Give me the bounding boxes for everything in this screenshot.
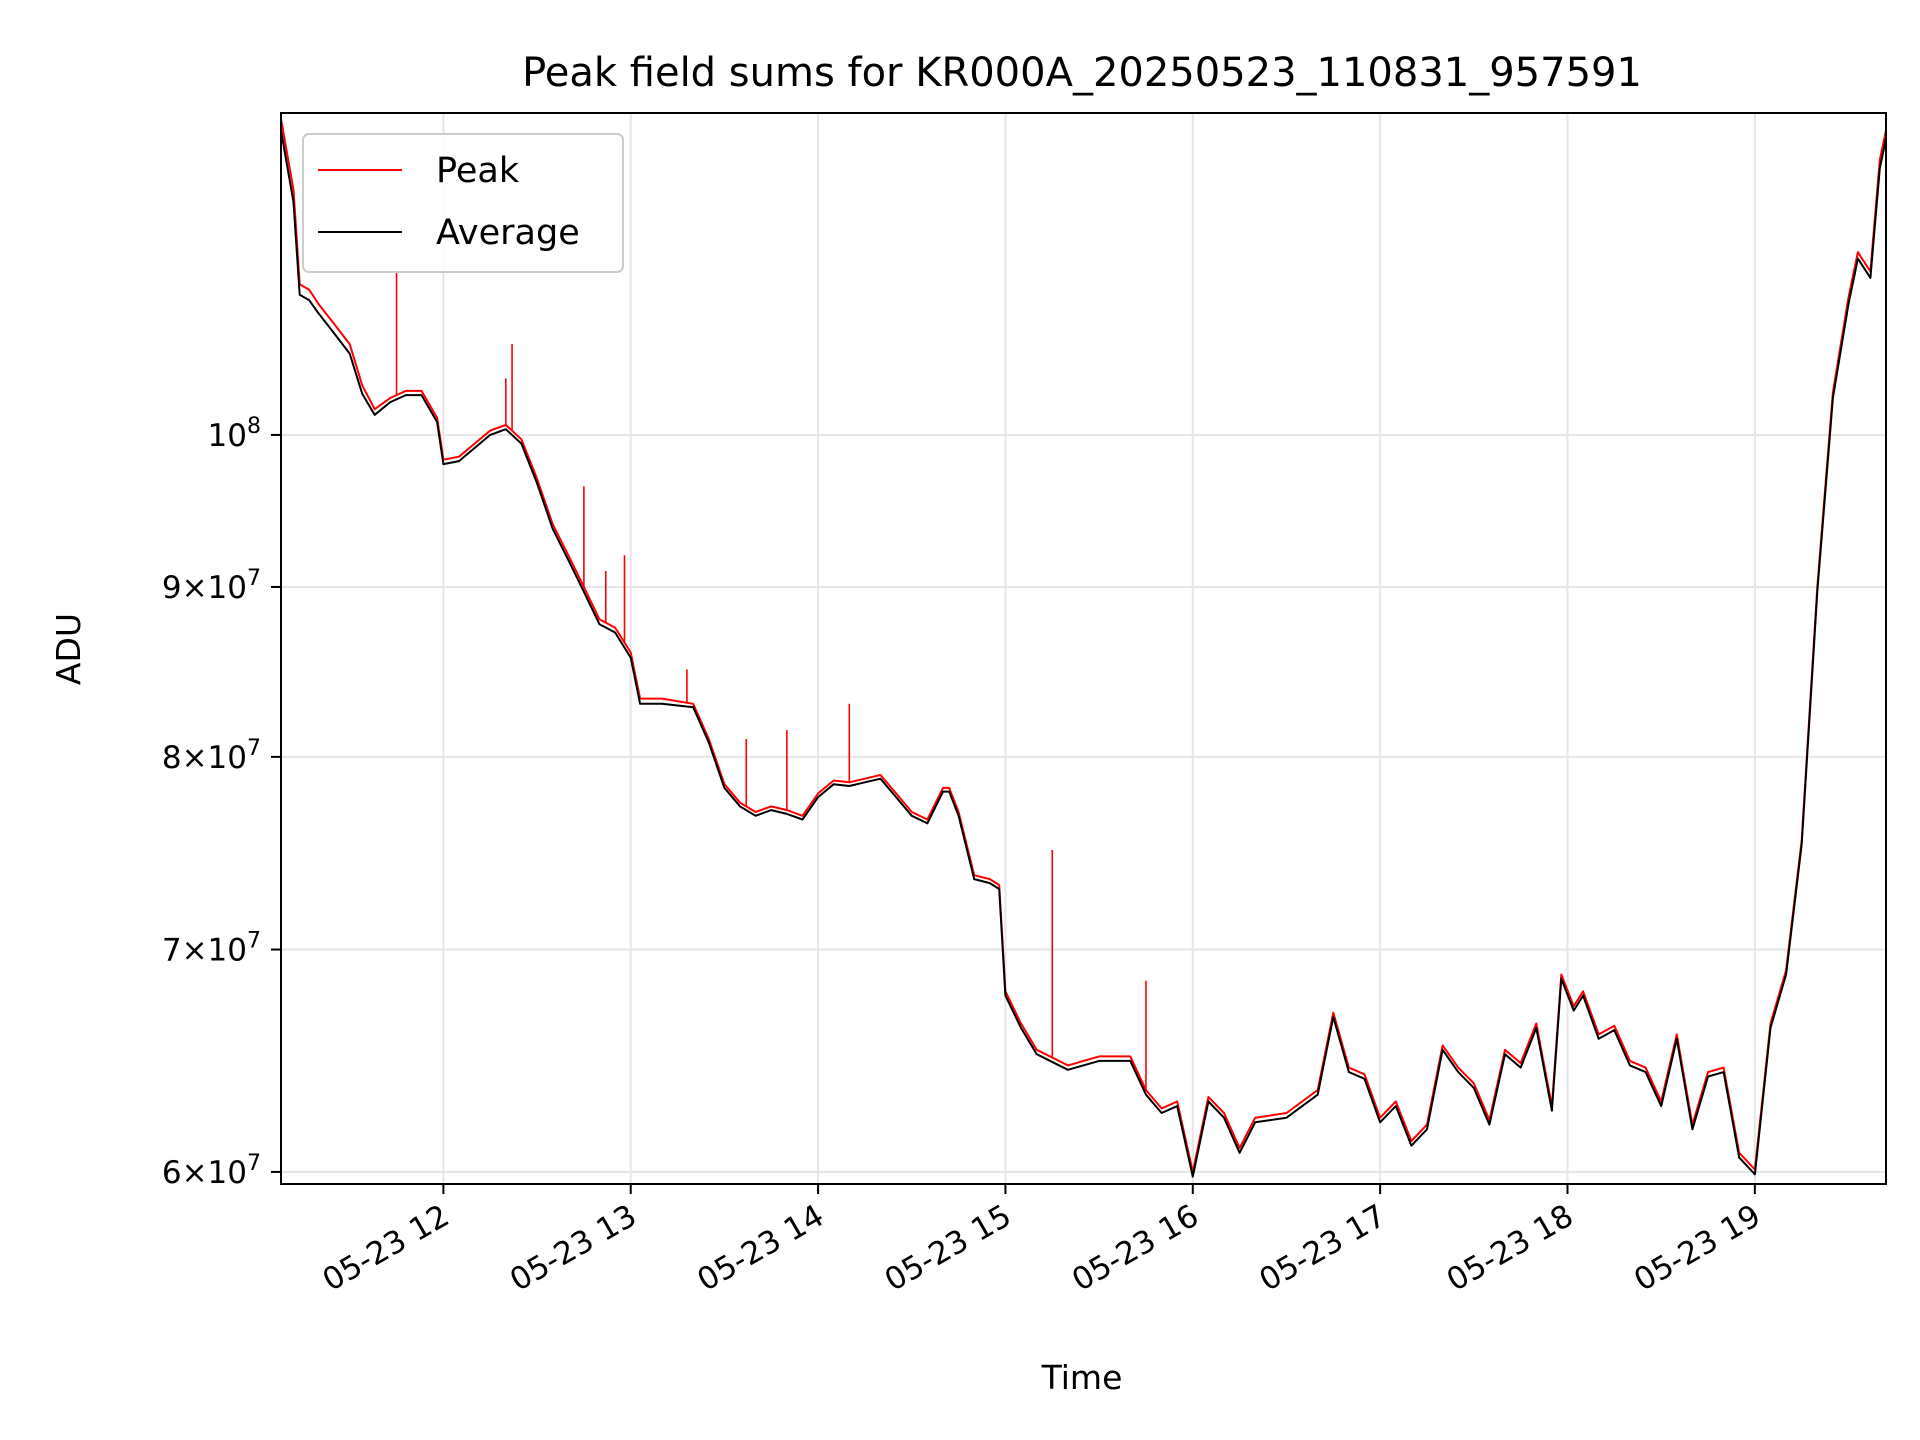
grid bbox=[281, 113, 1886, 1184]
y-tick-label: 7×107 bbox=[162, 929, 261, 969]
x-axis-title: Time bbox=[1041, 1358, 1123, 1397]
y-tick-label: 6×107 bbox=[162, 1151, 261, 1191]
plot-frame bbox=[280, 112, 1887, 1185]
series-layer bbox=[280, 118, 1887, 1178]
series-line-peak bbox=[280, 118, 1887, 1173]
y-tick-label: 9×107 bbox=[162, 566, 261, 606]
y-tick-label: 108 bbox=[208, 414, 261, 454]
chart-title: Peak field sums for KR000A_20250523_1108… bbox=[522, 50, 1642, 96]
legend: Peak Average bbox=[302, 133, 624, 273]
y-axis-title: ADU bbox=[49, 613, 88, 685]
y-tick-label: 8×107 bbox=[162, 736, 261, 776]
series-line-average bbox=[280, 130, 1887, 1178]
legend-box bbox=[302, 133, 624, 273]
legend-label-peak: Peak bbox=[436, 151, 520, 191]
legend-label-average: Average bbox=[436, 213, 580, 253]
